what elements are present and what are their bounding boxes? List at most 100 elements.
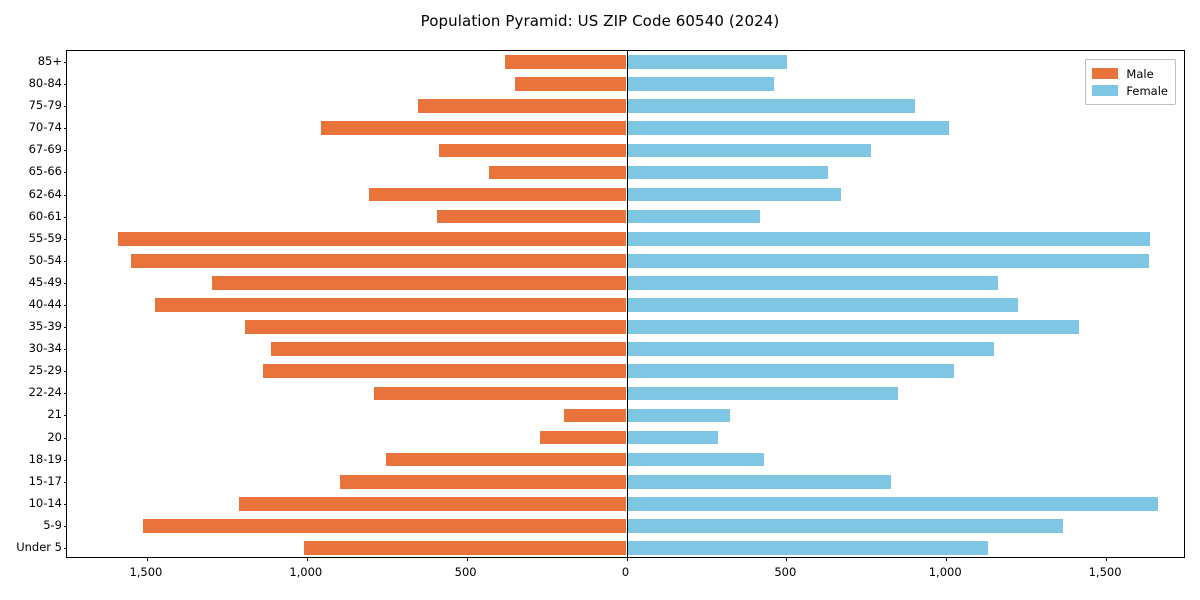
y-axis-tick-mark (63, 349, 67, 351)
y-axis-labels: 85+ 80-84 75-79 70-74 67-69 65-66 62-64 60-61 55… (0, 50, 62, 558)
y-axis-tick-label: 45-49 (28, 274, 62, 289)
bar-female[interactable] (626, 474, 892, 489)
y-axis-tick-label: 70-74 (28, 120, 62, 135)
bar-female[interactable] (626, 496, 1158, 511)
bar-male[interactable] (142, 519, 627, 533)
y-axis-tick-label: 80-84 (28, 76, 62, 91)
bar-row (67, 298, 1184, 312)
bar-female[interactable] (626, 143, 871, 158)
bar-row (67, 165, 1184, 180)
bar-male[interactable] (505, 55, 627, 69)
bar-male[interactable] (417, 99, 627, 114)
bar-male[interactable] (154, 298, 627, 312)
y-axis-tick-label: 50-54 (28, 252, 62, 267)
bar-female[interactable] (626, 452, 764, 467)
chart-legend[interactable]: Male Female (1085, 59, 1176, 105)
bar-female[interactable] (626, 99, 915, 114)
legend-entry-female: Female (1092, 82, 1168, 99)
bar-male[interactable] (386, 452, 627, 467)
y-axis-tick-label: 20 (47, 429, 62, 444)
legend-swatch-female (1092, 85, 1119, 96)
y-axis-tick-label: 85+ (37, 54, 62, 69)
y-axis-tick-label: 5-9 (43, 517, 62, 532)
bar-row (67, 253, 1184, 268)
bar-male[interactable] (368, 187, 627, 202)
y-axis-tick-mark (63, 393, 67, 395)
bar-female[interactable] (626, 209, 760, 224)
bar-female[interactable] (626, 55, 788, 69)
y-axis-tick-mark (63, 371, 67, 373)
bar-male[interactable] (244, 320, 627, 334)
x-axis-tick-mark (306, 557, 308, 561)
x-axis-tick-mark (946, 557, 948, 561)
bar-male[interactable] (373, 386, 627, 401)
y-axis-tick-mark (63, 481, 67, 483)
y-axis-tick-label: 55-59 (28, 230, 62, 245)
bar-male[interactable] (563, 408, 627, 423)
y-axis-tick-mark (63, 305, 67, 306)
bar-female[interactable] (626, 276, 998, 290)
y-axis-tick-mark (63, 260, 67, 262)
bar-female[interactable] (626, 386, 899, 401)
bar-female[interactable] (626, 541, 988, 555)
x-axis-tick-mark (786, 557, 788, 561)
legend-entry-male: Male (1092, 65, 1168, 82)
y-axis-tick-mark (63, 503, 67, 505)
bar-male[interactable] (262, 364, 627, 379)
bar-female[interactable] (626, 430, 719, 445)
bar-female[interactable] (626, 165, 829, 180)
bar-female[interactable] (626, 121, 950, 136)
bar-female[interactable] (626, 187, 842, 202)
y-axis-tick-mark (63, 437, 67, 439)
bar-male[interactable] (489, 165, 627, 180)
bar-row (67, 99, 1184, 114)
bar-male[interactable] (321, 121, 627, 136)
y-axis-tick-label: 25-29 (28, 363, 62, 378)
y-axis-tick-mark (63, 128, 67, 130)
y-axis-tick-label: 15-17 (28, 473, 62, 488)
bar-female[interactable] (626, 231, 1150, 246)
x-axis-tick-label: 1,000 (928, 565, 962, 579)
bar-female[interactable] (626, 408, 731, 423)
bar-male[interactable] (340, 474, 627, 489)
y-axis-tick-mark (63, 415, 67, 417)
bar-male[interactable] (271, 342, 627, 356)
bar-female[interactable] (626, 298, 1019, 312)
y-axis-tick-mark (63, 525, 67, 527)
bar-female[interactable] (626, 253, 1149, 268)
bar-female[interactable] (626, 519, 1064, 533)
bar-female[interactable] (626, 342, 994, 356)
bar-row (67, 121, 1184, 136)
x-axis-tick-label: 500 (454, 565, 477, 579)
y-axis-tick-label: 62-64 (28, 186, 62, 201)
bar-row (67, 408, 1184, 423)
bar-male[interactable] (439, 143, 627, 158)
y-axis-tick-label: 60-61 (28, 208, 62, 223)
bar-row (67, 276, 1184, 290)
x-axis-tick-mark (626, 557, 628, 561)
bar-male[interactable] (303, 541, 627, 555)
y-axis-tick-mark (63, 282, 67, 284)
bar-row (67, 143, 1184, 158)
bar-row (67, 496, 1184, 511)
zero-axis-line (626, 51, 628, 557)
bar-female[interactable] (626, 77, 775, 91)
bar-male[interactable] (514, 77, 627, 91)
y-axis-tick-label: 40-44 (28, 297, 62, 311)
y-axis-tick-mark (63, 238, 67, 240)
x-axis-tick-mark (1106, 557, 1108, 561)
bar-male[interactable] (212, 276, 627, 290)
bar-male[interactable] (539, 430, 627, 445)
bar-male[interactable] (238, 496, 627, 511)
bar-row (67, 541, 1184, 555)
bar-male[interactable] (437, 209, 627, 224)
legend-swatch-male (1092, 68, 1119, 79)
bar-male[interactable] (130, 253, 627, 268)
chart-title: Population Pyramid: US ZIP Code 60540 (2… (420, 12, 780, 30)
bar-female[interactable] (626, 320, 1079, 334)
y-axis-tick-mark (63, 106, 67, 108)
plot-area: Male Female (63, 50, 1185, 561)
bar-female[interactable] (626, 364, 955, 379)
y-axis-tick-label: 67-69 (28, 142, 62, 157)
bar-male[interactable] (118, 231, 627, 246)
